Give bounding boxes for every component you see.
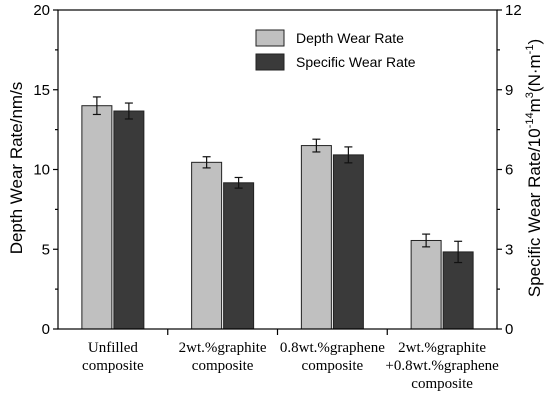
- bars-group: [81, 105, 474, 330]
- y-left-tick-label: 15: [33, 82, 50, 99]
- y-right-tick-label: 9: [505, 82, 513, 99]
- category-labels-group: Unfilled composite 2wt.%graphite composite 0…: [82, 340, 499, 392]
- error-bar-specific-3: [454, 240, 463, 264]
- bar-depth-3: [410, 239, 442, 330]
- y-left-tick-label: 10: [33, 162, 50, 179]
- error-bar-depth-3: [422, 233, 431, 248]
- y-right-tick-label: 3: [505, 241, 513, 258]
- legend: Depth Wear Rate Specific Wear Rate: [255, 29, 416, 71]
- bar-specific-3: [442, 251, 474, 330]
- error-bar-depth-1: [202, 156, 211, 169]
- legend-label-0: Depth Wear Rate: [296, 30, 404, 46]
- y-right-tick-label: 0: [505, 321, 513, 338]
- error-bar-depth-2: [312, 138, 321, 153]
- legend-swatch-1: [255, 53, 285, 71]
- error-bar-specific-2: [344, 146, 353, 164]
- y-right-axis-title: Specific Wear Rate/10-14m3(N·m-1): [524, 39, 544, 297]
- category-label-2: 0.8wt.%graphene composite: [280, 340, 385, 374]
- error-bars-group: [92, 96, 463, 264]
- category-label-3: 2wt.%graphite +0.8wt.%graphene composite: [385, 340, 499, 392]
- legend-swatch-0: [255, 29, 285, 47]
- bar-specific-2: [332, 154, 364, 330]
- bar-depth-0: [81, 105, 113, 330]
- y-left-tick-label: 20: [33, 2, 50, 19]
- bar-depth-1: [191, 161, 223, 330]
- y-left-tick-label: 0: [42, 321, 50, 338]
- category-label-1: 2wt.%graphite composite: [179, 340, 267, 374]
- error-bar-specific-1: [234, 176, 243, 189]
- y-left-axis-title: Depth Wear Rate/nm/s: [7, 82, 26, 255]
- error-bar-depth-0: [92, 96, 101, 116]
- category-label-0: Unfilled composite: [82, 340, 144, 374]
- y-left-tick-label: 5: [42, 241, 50, 258]
- bar-specific-0: [113, 110, 145, 330]
- legend-label-1: Specific Wear Rate: [296, 54, 416, 70]
- y-right-tick-label: 12: [505, 2, 522, 19]
- bar-depth-2: [300, 145, 332, 330]
- y-right-tick-label: 6: [505, 162, 513, 179]
- error-bar-specific-0: [124, 102, 133, 120]
- bar-specific-1: [223, 182, 255, 330]
- ticks-group: 0 5 10 15 20 0 3 6 9 12: [33, 2, 521, 338]
